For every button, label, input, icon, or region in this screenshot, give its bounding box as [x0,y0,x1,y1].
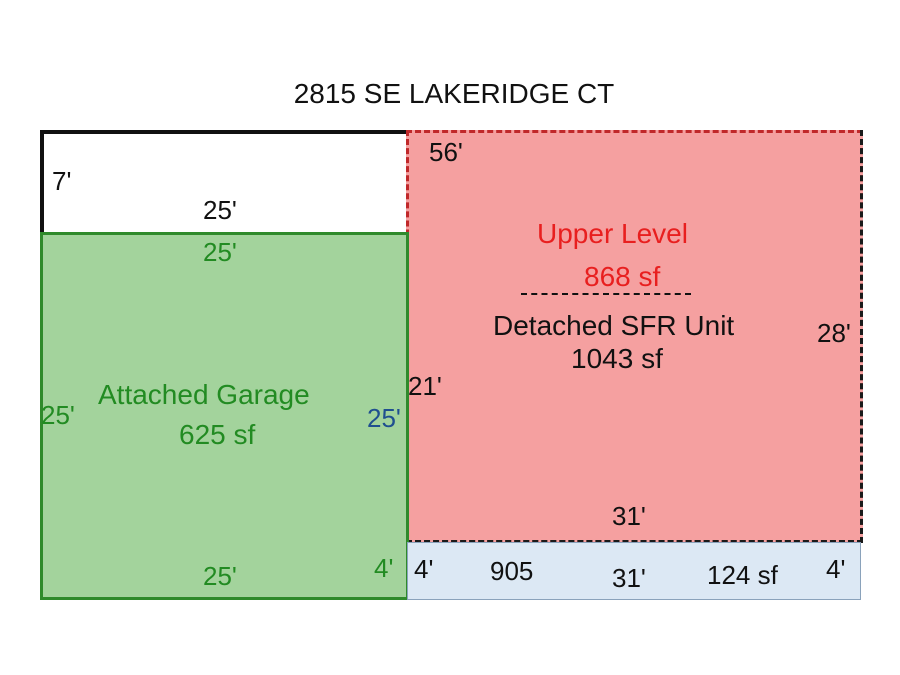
patio-area-label: 124 sf [707,560,778,590]
patio-right-dimension: 4' [826,554,846,584]
patio-area [407,542,861,600]
garage-corner-dimension: 4' [374,553,394,583]
upper-left-dimension: 21' [408,371,442,401]
upper-right-dimension: 28' [817,318,851,348]
upper-level-area [406,130,863,543]
garage-left-dimension: 25' [41,400,75,430]
upper-strip-area [40,130,410,236]
detached-unit-name: Detached SFR Unit [493,310,735,341]
strip-left-dimension: 7' [52,166,72,196]
upper-level-area-label: 868 sf [584,261,661,292]
page-title: 2815 SE LAKERIDGE CT [293,78,615,109]
detached-unit-area: 1043 sf [571,343,663,374]
upper-bottom-dimension: 31' [612,501,646,531]
garage-top-dimension: 25' [203,237,237,267]
garage-name: Attached Garage [98,379,310,410]
attached-garage-area [40,232,409,600]
area-separator-line [521,293,691,295]
garage-area-label: 625 sf [179,419,256,450]
strip-bottom-dimension: 25' [203,195,237,225]
patio-left-dimension: 4' [414,554,434,584]
upper-top-dimension: 56' [429,137,463,167]
upper-level-outline [406,130,863,543]
garage-right-dimension: 25' [367,403,401,433]
upper-level-name: Upper Level [537,218,688,249]
garage-bottom-dimension: 25' [203,561,237,591]
patio-label: 905 [490,556,534,586]
patio-bottom-dimension: 31' [612,563,646,593]
